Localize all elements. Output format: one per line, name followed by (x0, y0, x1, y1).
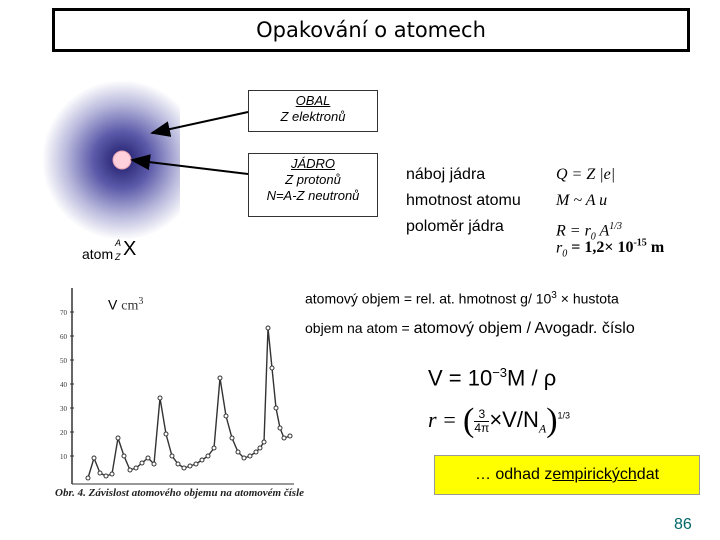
data-point (273, 405, 279, 411)
radius-formula: R = r0 A1/3 (556, 221, 623, 243)
atomic-volume-definition: atomový objem = rel. at. hmotnost g/ 103… (305, 290, 619, 307)
data-point (145, 455, 151, 461)
electron-cloud (42, 80, 180, 240)
y-tick-label: 20 (60, 429, 68, 437)
y-tick-label: 60 (60, 333, 68, 341)
data-point (157, 395, 163, 401)
data-point (127, 467, 133, 473)
atom-label: atom (82, 246, 114, 262)
data-point (223, 413, 229, 419)
r0-value: r0 = 1,2× 10-15 m (556, 238, 665, 260)
data-point (91, 455, 97, 461)
estimate-banner: … odhad z empirických dat (434, 455, 700, 495)
data-point (247, 453, 253, 459)
nucleus-desc-protons: Z protonů (285, 172, 341, 187)
data-point (235, 449, 241, 455)
data-point (151, 461, 157, 467)
atom-illustration (42, 80, 180, 240)
data-point (175, 461, 181, 467)
element-symbol: X (123, 238, 137, 260)
mass-number: A (115, 238, 122, 248)
data-point (115, 435, 121, 441)
slide-title: Opakování o atomech (52, 8, 690, 52)
nucleus-desc-neutrons: N=A-Z neutronů (266, 188, 360, 203)
data-point (163, 431, 169, 437)
arrow-to-shell (150, 111, 249, 137)
nucleus-title: JÁDRO (290, 156, 336, 171)
nucleus-formulas: Q = Z |e| M ~ A u R = r0 A1/3 (556, 162, 622, 251)
data-point (269, 365, 275, 371)
data-point (187, 463, 193, 469)
data-point (281, 435, 287, 441)
data-point (199, 457, 205, 463)
data-point (193, 461, 199, 467)
y-tick-label: 40 (60, 381, 68, 389)
radius-equation: r = (3 4π ×V/NA)1/3 (428, 402, 571, 439)
data-point (85, 475, 91, 481)
mass-label: hmotnost atomu (406, 192, 521, 209)
nucleus-properties: náboj jádra hmotnost atomu poloměr jádra (406, 162, 521, 240)
charge-formula: Q = Z |e| (556, 166, 616, 183)
radius-label: poloměr jádra (406, 218, 504, 235)
data-point (287, 433, 293, 439)
data-point (229, 435, 235, 441)
data-point (139, 460, 145, 466)
volume-axis-label: V cm3 (108, 296, 144, 314)
data-point (217, 375, 223, 381)
data-point (133, 465, 139, 471)
volume-per-atom-definition: objem na atom = atomový objem / Avogadr.… (305, 320, 635, 337)
data-point (121, 453, 127, 459)
data-point (253, 449, 259, 455)
data-point (257, 445, 263, 451)
arrow-to-nucleus (130, 154, 249, 175)
atomic-volume-graph: 70 60 50 40 30 20 10 (60, 288, 294, 485)
atom-symbol: A Z X (115, 238, 137, 262)
data-point (109, 471, 115, 477)
shell-desc: Z elektronů (280, 109, 346, 124)
data-point (169, 453, 175, 459)
atomic-number: Z (115, 252, 121, 262)
data-point (241, 455, 247, 461)
nucleus-label-box: JÁDRO Z protonů N=A-Z neutronů (248, 153, 378, 217)
y-tick-label: 10 (60, 453, 68, 461)
y-tick-label: 50 (60, 357, 68, 365)
data-point (265, 325, 271, 331)
data-point (211, 445, 217, 451)
page-number: 86 (674, 516, 692, 533)
shell-title: OBAL (295, 93, 331, 108)
data-point (277, 425, 283, 431)
data-point (205, 453, 211, 459)
data-point (181, 465, 187, 471)
y-tick-label: 30 (60, 405, 68, 413)
data-point (103, 473, 109, 479)
volume-equation: V = 10−3M / ρ (428, 365, 557, 391)
data-point (97, 470, 103, 476)
charge-label: náboj jádra (406, 166, 486, 183)
volume-curve (87, 327, 291, 479)
mass-formula: M ~ A u (556, 192, 608, 209)
data-point (261, 439, 267, 445)
shell-label-box: OBAL Z elektronů (248, 90, 378, 132)
y-tick-label: 70 (60, 309, 68, 317)
graph-caption: Obr. 4. Závislost atomového objemu na at… (55, 487, 305, 499)
